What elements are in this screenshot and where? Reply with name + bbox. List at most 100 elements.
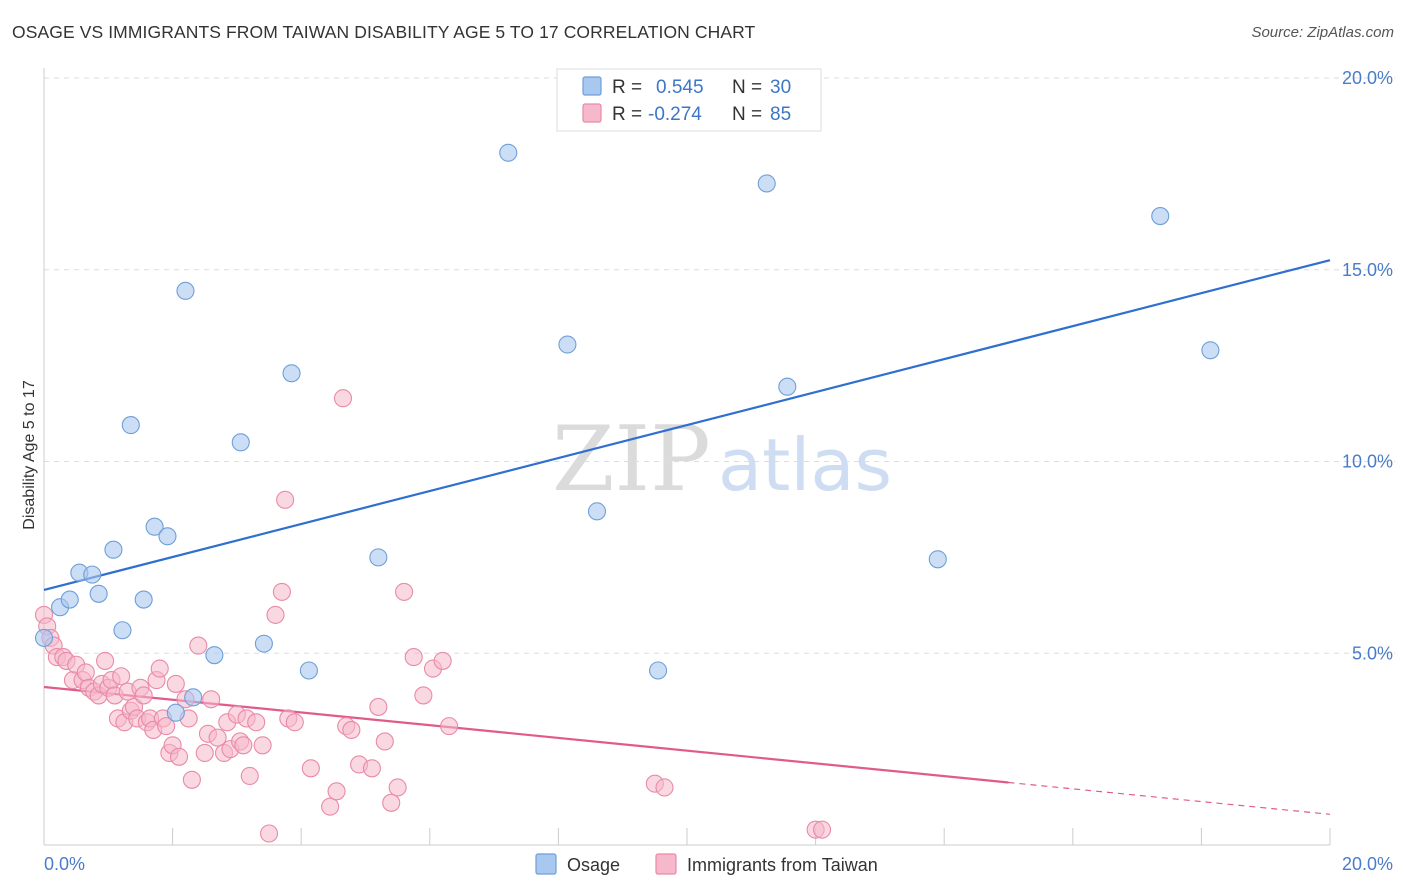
y-axis-label: Disability Age 5 to 17 bbox=[21, 380, 38, 530]
point-taiwan bbox=[395, 582, 414, 601]
point-taiwan bbox=[76, 663, 95, 682]
point-osage bbox=[134, 590, 153, 609]
point-taiwan bbox=[157, 717, 176, 736]
point-osage bbox=[231, 433, 250, 452]
point-taiwan bbox=[321, 797, 340, 816]
tick-labels: 5.0% 10.0% 15.0% 20.0% 0.0% 20.0% bbox=[44, 68, 1393, 874]
legend: R = 0.545 N = 30 R = -0.274 N = 85 bbox=[556, 68, 822, 132]
point-taiwan bbox=[327, 782, 346, 801]
point-osage bbox=[83, 565, 102, 584]
point-osage bbox=[928, 550, 947, 569]
point-taiwan bbox=[276, 490, 295, 509]
legend-swatch-osage bbox=[582, 76, 602, 96]
trendline-extension bbox=[1008, 781, 1331, 815]
point-taiwan bbox=[375, 732, 394, 751]
point-osage bbox=[121, 416, 140, 435]
x-tick-label: 0.0% bbox=[44, 854, 85, 874]
point-taiwan bbox=[382, 793, 401, 812]
point-taiwan bbox=[362, 759, 381, 778]
legend-r-label: R = bbox=[612, 104, 642, 125]
point-taiwan bbox=[440, 717, 459, 736]
point-osage bbox=[60, 590, 79, 609]
point-taiwan bbox=[166, 674, 185, 693]
point-taiwan bbox=[169, 747, 189, 766]
bottom-legend-osage: Osage bbox=[567, 855, 620, 875]
point-osage bbox=[113, 621, 132, 640]
y-tick-label: 15.0% bbox=[1342, 260, 1393, 280]
point-osage bbox=[369, 548, 388, 567]
point-taiwan bbox=[247, 713, 266, 732]
bottom-legend-swatch-taiwan bbox=[655, 853, 677, 875]
point-taiwan bbox=[812, 820, 832, 839]
point-osage bbox=[89, 584, 108, 603]
point-osage bbox=[166, 703, 185, 722]
point-taiwan bbox=[112, 667, 131, 686]
point-osage bbox=[1151, 207, 1170, 226]
watermark-zip: ZIP bbox=[552, 407, 711, 512]
point-taiwan bbox=[266, 605, 285, 624]
point-taiwan bbox=[388, 778, 407, 797]
bottom-legend-taiwan: Immigrants from Taiwan bbox=[687, 855, 878, 875]
point-osage bbox=[587, 502, 607, 521]
point-osage bbox=[158, 527, 177, 546]
point-osage bbox=[499, 143, 518, 162]
series-taiwan-points bbox=[34, 389, 832, 843]
point-taiwan bbox=[234, 736, 253, 755]
trendlines bbox=[43, 259, 1331, 815]
point-taiwan bbox=[301, 759, 320, 778]
point-taiwan bbox=[189, 636, 208, 655]
point-taiwan bbox=[342, 720, 361, 740]
point-osage bbox=[104, 540, 123, 559]
point-osage bbox=[649, 661, 668, 680]
point-osage bbox=[299, 661, 318, 680]
point-taiwan bbox=[433, 651, 452, 670]
point-osage bbox=[205, 646, 224, 665]
point-taiwan bbox=[150, 659, 169, 678]
trendline-osage bbox=[43, 259, 1331, 592]
point-taiwan bbox=[369, 697, 388, 716]
point-osage bbox=[254, 634, 273, 653]
point-taiwan bbox=[333, 389, 353, 408]
bottom-legend-swatch-osage bbox=[535, 853, 557, 875]
point-osage bbox=[757, 174, 776, 193]
point-osage bbox=[1201, 341, 1220, 360]
chart-title: OSAGE VS IMMIGRANTS FROM TAIWAN DISABILI… bbox=[12, 22, 756, 42]
legend-swatch-taiwan bbox=[582, 103, 602, 123]
point-taiwan bbox=[414, 686, 433, 705]
point-osage bbox=[184, 688, 203, 707]
point-osage bbox=[558, 335, 577, 354]
point-taiwan bbox=[208, 728, 227, 747]
gridlines bbox=[44, 77, 1395, 654]
watermark-atlas: atlas bbox=[718, 423, 892, 507]
point-taiwan bbox=[96, 651, 115, 670]
point-taiwan bbox=[655, 778, 674, 797]
point-osage bbox=[778, 377, 797, 396]
point-taiwan bbox=[240, 766, 259, 786]
legend-r-value: -0.274 bbox=[648, 104, 702, 125]
bottom-legend: Osage Immigrants from Taiwan bbox=[535, 853, 878, 875]
y-tick-label: 10.0% bbox=[1342, 452, 1393, 472]
point-taiwan bbox=[259, 824, 279, 843]
series-osage-points bbox=[34, 143, 1220, 722]
legend-r-label: R = bbox=[612, 77, 642, 98]
legend-n-value: 85 bbox=[770, 104, 791, 125]
point-taiwan bbox=[134, 686, 153, 705]
point-osage bbox=[282, 364, 301, 383]
point-taiwan bbox=[285, 713, 304, 732]
point-osage bbox=[176, 281, 195, 300]
point-taiwan bbox=[195, 743, 214, 763]
point-taiwan bbox=[404, 648, 423, 667]
point-taiwan bbox=[202, 690, 221, 709]
legend-n-label: N = bbox=[732, 104, 762, 125]
point-osage bbox=[34, 628, 54, 647]
watermark: ZIP atlas bbox=[552, 407, 892, 512]
y-tick-label: 5.0% bbox=[1352, 643, 1393, 663]
legend-n-value: 30 bbox=[770, 77, 791, 98]
point-taiwan bbox=[272, 582, 291, 601]
legend-r-value: 0.545 bbox=[656, 77, 704, 98]
x-tick-label: 20.0% bbox=[1342, 854, 1393, 874]
source-credit: Source: ZipAtlas.com bbox=[1251, 24, 1394, 41]
y-tick-label: 20.0% bbox=[1342, 68, 1393, 88]
point-taiwan bbox=[182, 770, 201, 789]
